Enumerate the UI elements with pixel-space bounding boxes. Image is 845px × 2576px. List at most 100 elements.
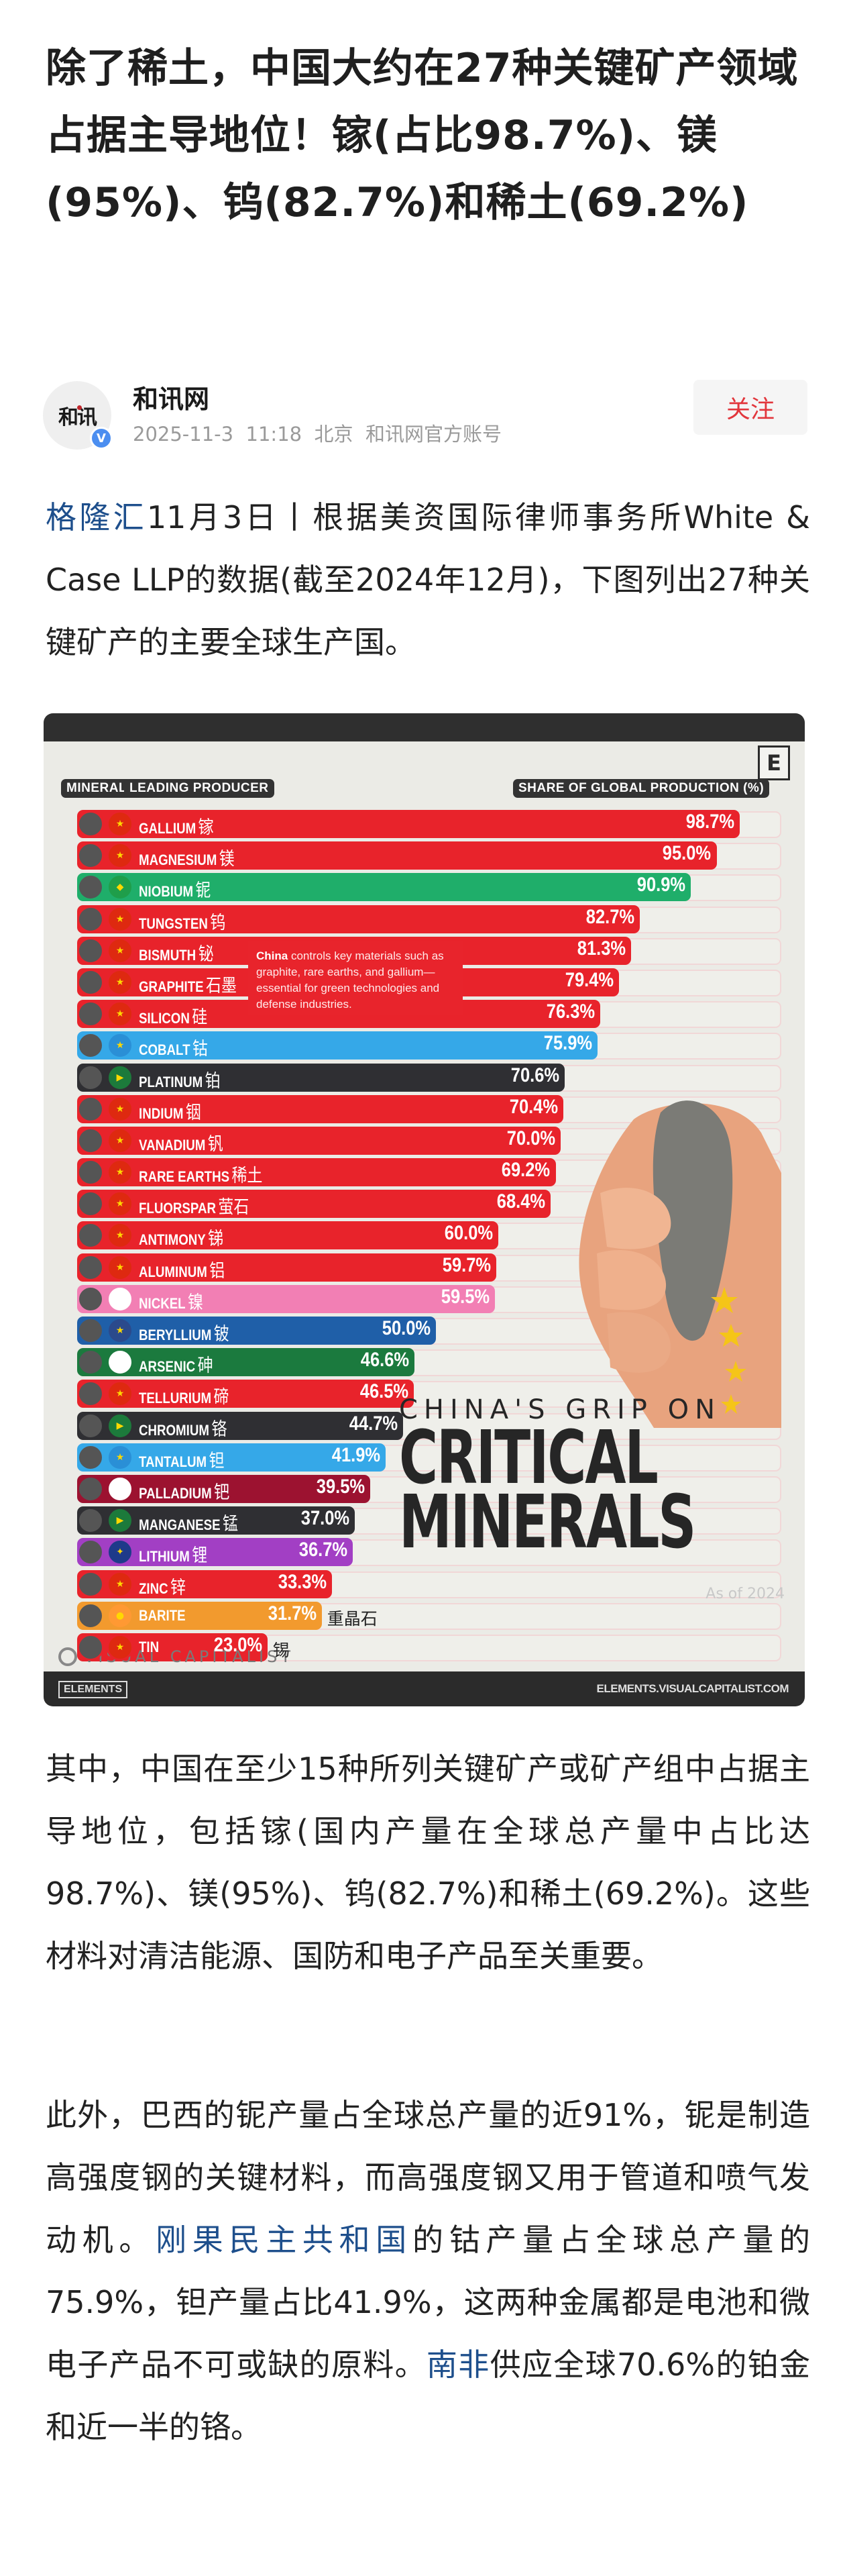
- chart-row: ★ TUNGSTEN 钨 82.7%: [64, 904, 788, 935]
- country-flag-icon: ★: [107, 1253, 133, 1281]
- country-flag-icon: ★: [107, 937, 133, 964]
- mineral-label: ALUMINUM 铝: [139, 1260, 225, 1281]
- country-flag-icon: ✦: [107, 1539, 133, 1566]
- mineral-sample-icon: [77, 1507, 104, 1535]
- headline-line-2: MINERALS: [399, 1479, 696, 1565]
- mineral-sample-icon: [77, 1285, 104, 1312]
- mineral-label: MANGANESE 锰: [139, 1514, 238, 1535]
- bar: [77, 1063, 565, 1092]
- country-flag-icon: ★: [107, 1380, 133, 1408]
- country-flag-icon: [107, 1285, 133, 1312]
- share-value: 70.4%: [509, 1095, 558, 1118]
- mineral-sample-icon: [77, 1349, 104, 1376]
- share-value: 59.7%: [442, 1253, 492, 1276]
- share-value: 50.0%: [382, 1317, 431, 1339]
- callout-note: China controls key materials such as gra…: [248, 941, 463, 1015]
- infographic-top-bar: [44, 713, 805, 741]
- country-flag-icon: ★: [107, 1190, 133, 1218]
- avatar-text: 和讯: [58, 406, 97, 429]
- mineral-sample-icon: [77, 1190, 104, 1218]
- bar: [77, 905, 640, 933]
- mineral-label: TELLURIUM 碲: [139, 1387, 229, 1408]
- mineral-sample-icon: [77, 1633, 104, 1661]
- mineral-label-zh: 重晶石: [327, 1608, 378, 1629]
- mineral-sample-icon: [77, 968, 104, 996]
- share-value: 98.7%: [685, 811, 734, 833]
- mineral-label: ANTIMONY 锑: [139, 1229, 224, 1249]
- mineral-label: TUNGSTEN 钨: [139, 912, 226, 933]
- share-value: 59.5%: [441, 1285, 490, 1308]
- share-value: 44.7%: [349, 1412, 398, 1435]
- mineral-sample-icon: [77, 1000, 104, 1028]
- country-flag-icon: ★: [107, 968, 133, 996]
- share-value: 31.7%: [268, 1602, 317, 1625]
- bar: [77, 1253, 497, 1282]
- mineral-label: TIN: [139, 1638, 160, 1655]
- country-flag-icon: [107, 1475, 133, 1502]
- mineral-label: MAGNESIUM 镁: [139, 849, 235, 870]
- country-flag-icon: ★: [107, 1159, 133, 1186]
- footer-url: ELEMENTS.VISUALCAPITALIST.COM: [596, 1682, 789, 1695]
- source-link[interactable]: 格隆汇: [46, 499, 147, 535]
- chart-row: ● BARITE 31.7% 重晶石: [64, 1600, 788, 1632]
- mineral-label: CHROMIUM 铬: [139, 1419, 227, 1439]
- avatar[interactable]: 和讯: [43, 381, 111, 450]
- follow-button[interactable]: 关注: [693, 380, 807, 435]
- elements-logo-icon: E: [758, 745, 790, 780]
- author-bar: 和讯 V 和讯网 2025-11-3 11:18 北京 和讯网官方账号 关注: [43, 376, 807, 450]
- mineral-sample-icon: [77, 905, 104, 933]
- bar: [77, 1031, 598, 1060]
- bar: [77, 810, 740, 838]
- mineral-label: INDIUM 铟: [139, 1102, 201, 1123]
- verified-badge-icon: V: [90, 427, 113, 450]
- mineral-sample-icon: [77, 1127, 104, 1154]
- country-flag-icon: ★: [107, 1095, 133, 1123]
- chart-row: ★ ZINC 锌 33.3%: [64, 1569, 788, 1600]
- bar: [77, 1221, 498, 1250]
- country-flag-icon: ★: [107, 1000, 133, 1028]
- drc-link[interactable]: 刚果民主共和国: [156, 2222, 413, 2258]
- country-flag-icon: ★: [107, 1317, 133, 1344]
- infographic-image[interactable]: E MINERAL LEADING PRODUCER SHARE OF GLOB…: [44, 713, 805, 1706]
- mineral-label: ARSENIC 砷: [139, 1355, 213, 1376]
- mineral-label: GALLIUM 镓: [139, 817, 214, 837]
- chart-row: ▶ PLATINUM 铂 70.6%: [64, 1062, 788, 1094]
- share-value: 37.0%: [300, 1507, 350, 1530]
- mineral-sample-icon: [77, 1253, 104, 1281]
- tag-mineral: MINERAL: [61, 779, 133, 798]
- chart-row: PALLADIUM 钯 39.5%: [64, 1474, 788, 1505]
- chart-row: ◆ NIOBIUM 铌 90.9%: [64, 872, 788, 903]
- share-value: 90.9%: [637, 874, 686, 896]
- mineral-sample-icon: [77, 1317, 104, 1344]
- mineral-sample-icon: [77, 1412, 104, 1439]
- country-flag-icon: ★: [107, 1032, 133, 1060]
- mineral-label: GRAPHITE 石墨: [139, 975, 237, 996]
- bar: [77, 1284, 496, 1313]
- author-name[interactable]: 和讯网: [133, 384, 210, 414]
- share-value: 68.4%: [496, 1190, 546, 1213]
- mineral-label: SILICON 硅: [139, 1007, 208, 1028]
- mineral-sample-icon: [77, 1380, 104, 1408]
- share-value: 41.9%: [331, 1443, 380, 1466]
- share-value: 69.2%: [502, 1159, 551, 1182]
- mineral-label: BERYLLIUM 铍: [139, 1324, 229, 1344]
- country-flag-icon: ●: [107, 1602, 133, 1629]
- share-value: 46.5%: [360, 1380, 409, 1403]
- mineral-label: VANADIUM 钒: [139, 1133, 223, 1154]
- mineral-label: PALLADIUM 钯: [139, 1482, 230, 1502]
- country-flag-icon: [107, 1349, 133, 1376]
- share-value: 70.0%: [506, 1127, 555, 1149]
- share-value: 46.6%: [361, 1349, 410, 1372]
- mineral-sample-icon: [77, 1602, 104, 1629]
- south-africa-link[interactable]: 南非: [426, 2347, 490, 2383]
- mineral-sample-icon: [77, 1570, 104, 1598]
- country-flag-icon: ▶: [107, 1412, 133, 1439]
- share-value: 95.0%: [663, 842, 712, 865]
- bar: [77, 873, 691, 902]
- paragraph-summary: 其中，中国在至少15种所列关键矿产或矿产组中占据主导地位，包括镓(国内产量在全球…: [46, 1751, 810, 1974]
- tag-share-global-production: SHARE OF GLOBAL PRODUCTION (%): [513, 779, 770, 798]
- bar: [77, 1094, 563, 1123]
- chart-row: ★ COBALT 钴 75.9%: [64, 1030, 788, 1062]
- share-value: 70.6%: [510, 1064, 559, 1086]
